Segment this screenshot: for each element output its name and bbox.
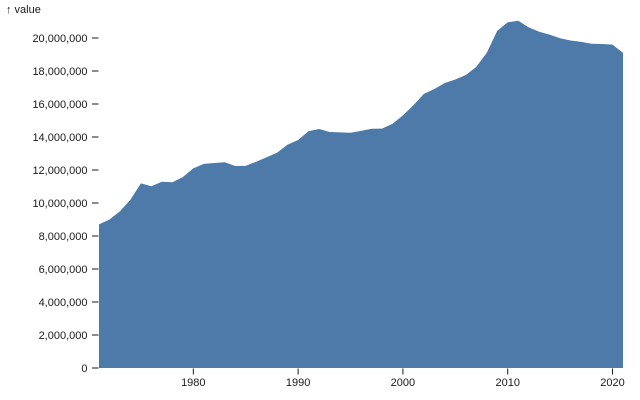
y-tick-label: 14,000,000 (32, 132, 87, 144)
y-tick-label: 18,000,000 (32, 66, 87, 78)
y-tick-label: 10,000,000 (32, 198, 87, 210)
y-tick-label: 6,000,000 (39, 264, 88, 276)
x-tick-label: 1990 (286, 377, 310, 389)
x-axis: 1980 1990 2000 2010 2020 (181, 368, 625, 389)
x-tick-label: 1980 (181, 377, 205, 389)
x-tick-label: 2020 (600, 377, 624, 389)
y-tick-label: 8,000,000 (39, 231, 88, 243)
y-axis-title: ↑ value (6, 4, 41, 16)
y-tick-label: 4,000,000 (39, 297, 88, 309)
y-axis: 0 2,000,000 4,000,000 6,000,000 8,000,000 10,… (32, 33, 99, 375)
y-tick-label: 20,000,000 (32, 33, 87, 45)
y-tick-label: 2,000,000 (39, 330, 88, 342)
y-tick-label: 0 (81, 363, 87, 375)
x-tick-label: 2000 (391, 377, 415, 389)
y-tick-label: 16,000,000 (32, 99, 87, 111)
x-tick-label: 2010 (495, 377, 519, 389)
y-tick-label: 12,000,000 (32, 165, 87, 177)
area-series (99, 20, 623, 368)
